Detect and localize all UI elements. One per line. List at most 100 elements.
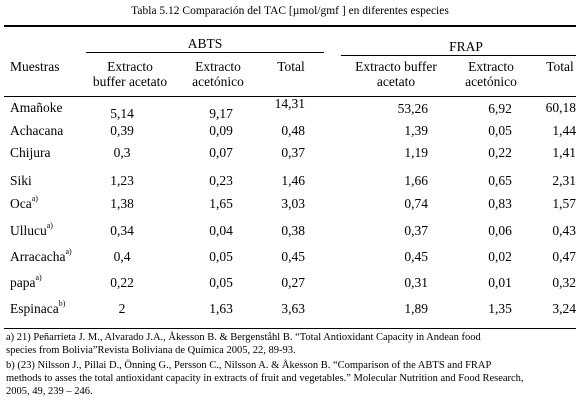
table-cell: 0,47 bbox=[552, 249, 576, 264]
footnote-a-line-2: species from Bolivia”Revista Boliviana d… bbox=[6, 345, 296, 356]
header-rule bbox=[4, 96, 576, 97]
abts-group-rule bbox=[86, 52, 324, 53]
footnote-a: a) 21) Peñarrieta J. M., Alvarado J.A., … bbox=[6, 331, 576, 357]
table-cell: 6,92 bbox=[488, 101, 512, 116]
table-cell: 0,05 bbox=[488, 123, 512, 138]
row-label: Siki bbox=[10, 174, 32, 188]
table-cell: 0,22 bbox=[488, 145, 512, 160]
table-cell: 0,37 bbox=[404, 223, 428, 238]
header-abts-acetonico-2: acetónico bbox=[192, 74, 244, 89]
table-cell: 3,03 bbox=[281, 196, 305, 211]
table-cell: 1,38 bbox=[110, 196, 134, 211]
footnote-marker: a) bbox=[65, 247, 72, 256]
row-label: Ocaa) bbox=[10, 194, 38, 211]
table-cell: 1,65 bbox=[209, 196, 233, 211]
table-cell: 0,38 bbox=[281, 223, 305, 238]
species-name: Siki bbox=[10, 173, 32, 188]
table-cell: 0,31 bbox=[404, 275, 428, 290]
header-frap: FRAP bbox=[449, 39, 483, 54]
header-muestras: Muestras bbox=[10, 59, 60, 74]
table-cell: 0,06 bbox=[488, 223, 512, 238]
table-cell: 3,63 bbox=[281, 301, 305, 316]
header-abts-buffer-1: Extracto bbox=[107, 59, 153, 74]
row-label: Achacana bbox=[10, 124, 63, 138]
table-cell: 60,18 bbox=[545, 100, 576, 115]
table-cell: 0,43 bbox=[552, 223, 576, 238]
table-cell: 5,14 bbox=[110, 106, 134, 121]
table-cell: 0,4 bbox=[113, 249, 131, 264]
table-cell: 1,35 bbox=[488, 301, 512, 316]
row-label: Amañoke bbox=[10, 101, 62, 115]
table-cell: 0,37 bbox=[281, 145, 305, 160]
table-cell: 1,41 bbox=[552, 145, 576, 160]
footnote-marker: a) bbox=[46, 221, 53, 230]
footnote-b-line-2: methods to asses the total antioxidant c… bbox=[6, 373, 524, 384]
frap-group-rule bbox=[341, 55, 576, 56]
table-cell: 0,02 bbox=[488, 249, 512, 264]
table-cell: 1,66 bbox=[404, 173, 428, 188]
footnote-marker: a) bbox=[35, 273, 42, 282]
row-label: Espinacab) bbox=[10, 299, 66, 316]
header-abts-buffer-2: buffer acetato bbox=[92, 74, 168, 89]
row-label: papaa) bbox=[10, 273, 42, 290]
table-cell: 2,31 bbox=[552, 173, 576, 188]
table-cell: 0,01 bbox=[488, 275, 512, 290]
table-caption: Tabla 5.12 Comparación del TAC [µmol/gmf… bbox=[131, 5, 449, 17]
species-name: Ullucu bbox=[10, 223, 47, 238]
table-cell: 1,44 bbox=[552, 123, 576, 138]
species-name: Arracacha bbox=[10, 249, 66, 264]
species-name: Achacana bbox=[10, 123, 64, 138]
table-cell: 1,46 bbox=[281, 173, 305, 188]
footnote-a-line-1: a) 21) Peñarrieta J. M., Alvarado J.A., … bbox=[6, 332, 481, 343]
table-cell: 0,3 bbox=[113, 145, 131, 160]
table-cell: 0,45 bbox=[404, 249, 428, 264]
table-cell: 1,39 bbox=[404, 123, 428, 138]
table-cell: 0,07 bbox=[209, 145, 233, 160]
table-cell: 0,04 bbox=[209, 223, 233, 238]
table-cell: 0,45 bbox=[281, 249, 305, 264]
table-cell: 0,83 bbox=[488, 196, 512, 211]
table-cell: 9,17 bbox=[209, 106, 233, 121]
table-cell: 0,05 bbox=[209, 275, 233, 290]
table-cell: 0,65 bbox=[488, 173, 512, 188]
table-cell: 0,39 bbox=[110, 123, 134, 138]
header-frap-acetonico-1: Extracto bbox=[468, 59, 514, 74]
table-cell: 0,22 bbox=[110, 275, 134, 290]
header-frap-total: Total bbox=[546, 59, 574, 74]
row-label: Ullucua) bbox=[10, 221, 53, 238]
table-cell: 1,57 bbox=[552, 196, 576, 211]
header-abts-total: Total bbox=[277, 59, 305, 74]
table-cell: 0,05 bbox=[209, 249, 233, 264]
table-cell: 53,26 bbox=[397, 101, 428, 116]
table-cell: 0,74 bbox=[404, 196, 428, 211]
table-cell: 3,24 bbox=[552, 301, 576, 316]
table-cell: 2 bbox=[118, 301, 126, 316]
species-name: Espinaca bbox=[10, 301, 59, 316]
table-cell: 0,27 bbox=[281, 275, 305, 290]
row-label: Chijura bbox=[10, 146, 51, 160]
species-name: Chijura bbox=[10, 145, 51, 160]
table-cell: 0,32 bbox=[552, 275, 576, 290]
header-abts: ABTS bbox=[187, 36, 223, 51]
species-name: Amañoke bbox=[10, 100, 63, 115]
table-cell: 0,09 bbox=[209, 123, 233, 138]
species-name: papa bbox=[10, 275, 36, 290]
table-cell: 0,48 bbox=[281, 123, 305, 138]
footnote-marker: a) bbox=[31, 194, 38, 203]
species-name: Oca bbox=[10, 196, 32, 211]
footnote-b: b) (23) Nilsson J., Pillai D., Önning G.… bbox=[6, 359, 576, 398]
header-frap-acetonico-2: acetónico bbox=[465, 74, 517, 89]
table-cell: 1,19 bbox=[404, 145, 428, 160]
footnote-b-line-1: b) (23) Nilsson J., Pillai D., Önning G.… bbox=[6, 360, 492, 371]
table-cell: 0,34 bbox=[110, 223, 134, 238]
table-cell: 14,31 bbox=[274, 96, 305, 111]
table-cell: 0,23 bbox=[209, 173, 233, 188]
footnote-b-line-3: 2005, 49, 239 – 246. bbox=[6, 386, 93, 397]
table-cell: 1,23 bbox=[110, 173, 134, 188]
table-cell: 1,63 bbox=[209, 301, 233, 316]
header-frap-buffer-2: acetato bbox=[376, 74, 416, 89]
bottom-rule bbox=[4, 328, 576, 329]
header-abts-acetonico-1: Extracto bbox=[195, 59, 241, 74]
top-rule bbox=[4, 25, 576, 27]
footnote-marker: b) bbox=[58, 299, 66, 308]
